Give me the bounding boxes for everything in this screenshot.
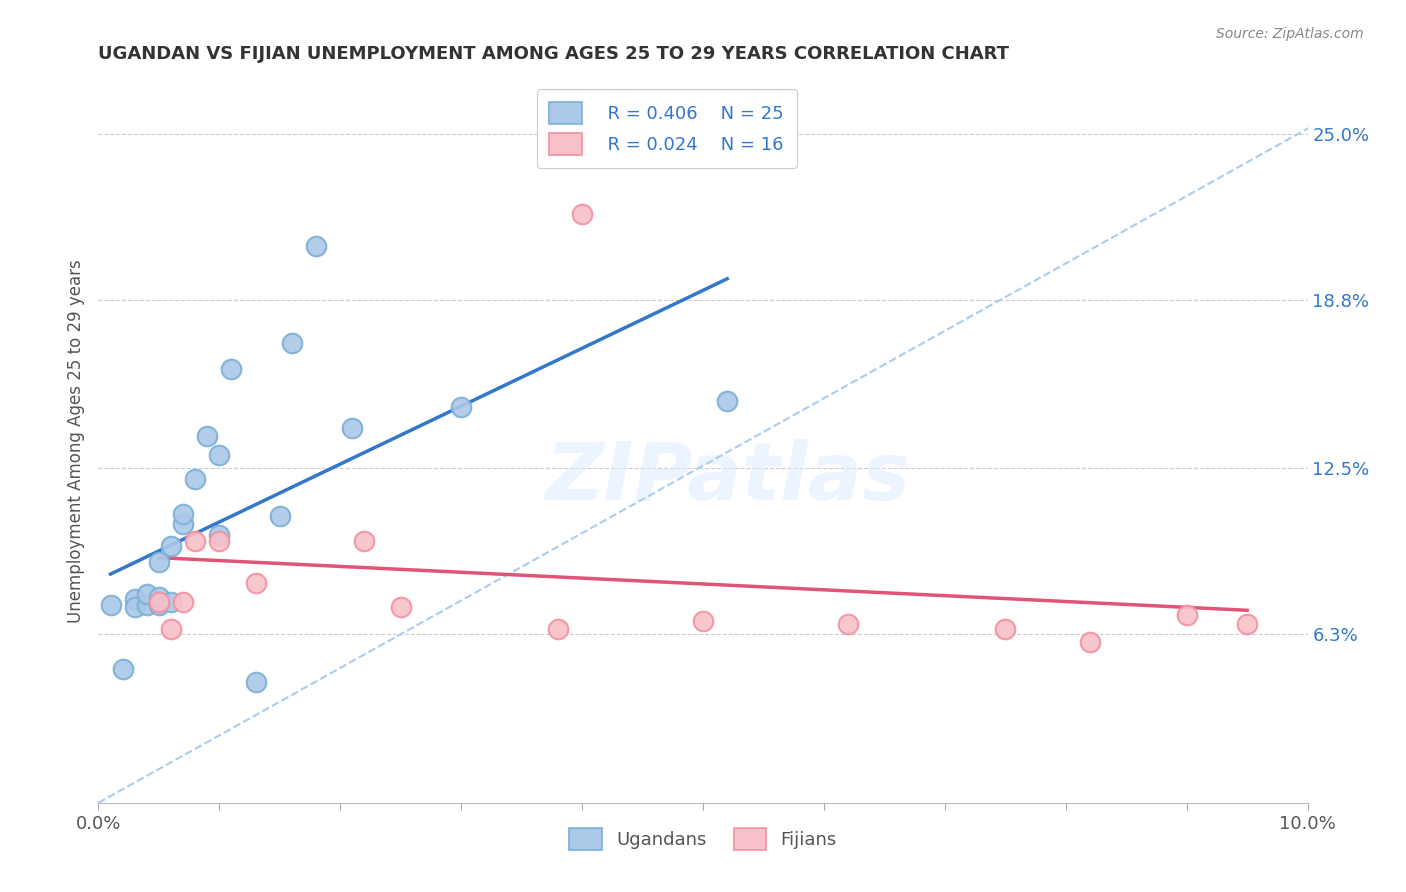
Point (281, 335, 304, 350)
Point (342, 421, 364, 435)
Text: Source: ZipAtlas.com: Source: ZipAtlas.com (1216, 27, 1364, 41)
Point (353, 533, 375, 548)
Point (195, 429, 218, 443)
Point (389, 600, 412, 615)
Legend: Ugandans, Fijians: Ugandans, Fijians (560, 819, 846, 859)
Point (148, 555, 170, 569)
Point (135, 598, 157, 612)
Point (124, 592, 146, 607)
Point (172, 507, 194, 521)
Point (1175, 608, 1198, 623)
Point (184, 533, 207, 548)
Point (221, 362, 243, 376)
Point (208, 533, 231, 548)
Point (245, 576, 267, 591)
Point (124, 600, 146, 615)
Point (111, 662, 134, 676)
Point (837, 616, 859, 631)
Point (160, 595, 183, 609)
Text: UGANDAN VS FIJIAN UNEMPLOYMENT AMONG AGES 25 TO 29 YEARS CORRELATION CHART: UGANDAN VS FIJIAN UNEMPLOYMENT AMONG AGE… (98, 45, 1010, 63)
Text: ZIPatlas: ZIPatlas (544, 439, 910, 516)
Point (1078, 635, 1101, 649)
Point (172, 517, 194, 532)
Point (208, 528, 231, 542)
Point (450, 400, 472, 414)
Point (160, 622, 183, 636)
Point (160, 539, 183, 553)
Point (100, 598, 122, 612)
Point (571, 207, 593, 221)
Point (245, 675, 267, 690)
Point (172, 595, 194, 609)
Point (208, 448, 231, 462)
Point (994, 622, 1017, 636)
Point (148, 590, 170, 604)
Point (692, 614, 714, 628)
Point (184, 472, 207, 486)
Y-axis label: Unemployment Among Ages 25 to 29 years: Unemployment Among Ages 25 to 29 years (66, 260, 84, 624)
Point (1236, 616, 1258, 631)
Point (269, 509, 291, 524)
Point (716, 394, 738, 409)
Point (305, 239, 328, 253)
Point (148, 598, 170, 612)
Point (135, 587, 157, 601)
Point (547, 622, 569, 636)
Point (148, 595, 170, 609)
